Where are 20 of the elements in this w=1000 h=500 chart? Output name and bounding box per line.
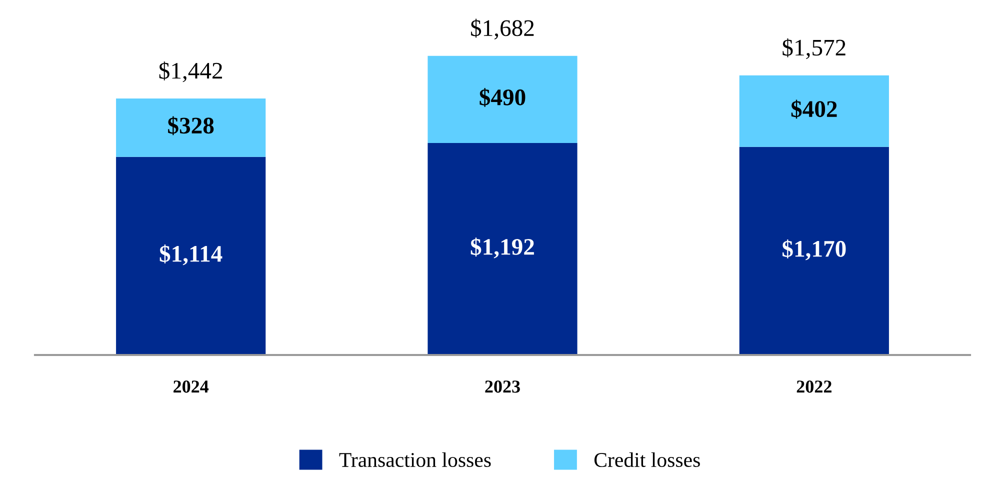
bar bbox=[428, 143, 578, 355]
data-label: $1,114 bbox=[160, 244, 222, 266]
data-label: $1,192 bbox=[470, 238, 534, 258]
bar bbox=[739, 75, 889, 147]
x-tick-label: 2024 bbox=[174, 380, 209, 393]
bar bbox=[116, 98, 266, 157]
total-label: $1,572 bbox=[782, 38, 846, 60]
bar bbox=[739, 146, 889, 355]
legend-label: Credit losses bbox=[594, 452, 700, 468]
data-label: $328 bbox=[168, 116, 214, 136]
data-label: $402 bbox=[791, 100, 837, 119]
x-tick-label: 2023 bbox=[485, 380, 520, 393]
data-label: $490 bbox=[480, 88, 526, 107]
x-tick-label: 2022 bbox=[796, 380, 832, 393]
bar bbox=[116, 156, 266, 355]
legend-label: Transaction losses bbox=[339, 452, 491, 468]
bar bbox=[428, 56, 578, 143]
total-label: $1,682 bbox=[471, 18, 534, 40]
data-label: $1,170 bbox=[782, 240, 846, 260]
total-label: $1,442 bbox=[159, 61, 222, 82]
